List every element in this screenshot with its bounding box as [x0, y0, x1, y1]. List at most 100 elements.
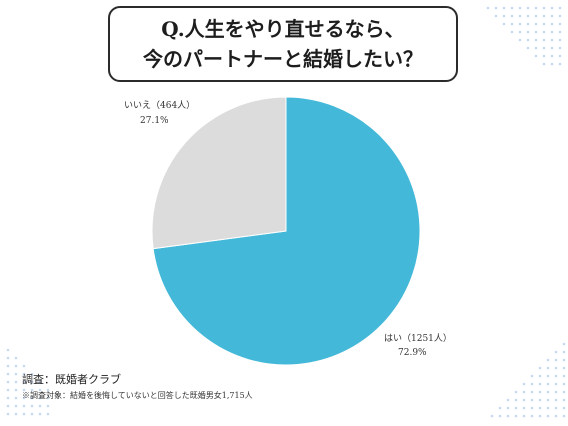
decor-dot	[6, 348, 10, 352]
decor-dot	[562, 358, 566, 362]
decor-dot	[518, 30, 522, 34]
pie-slice-no	[151, 96, 287, 250]
decor-dot	[522, 390, 526, 394]
decor-dot	[510, 6, 514, 10]
decor-dot	[514, 406, 518, 410]
decor-dot	[510, 14, 514, 18]
decor-dot	[558, 22, 562, 26]
decor-dot	[554, 406, 558, 410]
decor-dot	[6, 372, 10, 376]
decor-dot	[562, 366, 566, 370]
decor-dot	[562, 350, 566, 354]
decor-dot	[550, 30, 554, 34]
decor-dot	[558, 6, 562, 10]
decor-dot	[554, 398, 558, 402]
decor-dot	[510, 22, 514, 26]
decor-dot	[546, 406, 550, 410]
decor-dot	[526, 14, 530, 18]
decor-dot	[506, 406, 510, 410]
decor-dot	[6, 356, 10, 360]
decor-dot	[22, 372, 26, 376]
decor-dot	[546, 366, 550, 370]
decor-dot	[550, 38, 554, 42]
decor-dot	[550, 54, 554, 58]
decor-dot	[562, 342, 566, 346]
slice-percent-yes: 72.9%	[398, 348, 427, 358]
decor-dot	[30, 372, 34, 376]
decor-dot	[562, 414, 566, 418]
decor-dot	[22, 364, 26, 368]
decor-dot	[510, 30, 514, 34]
decor-dot	[14, 372, 18, 376]
title-line-2: 今のパートナーと結婚したい？	[143, 47, 423, 71]
decor-dot	[554, 358, 558, 362]
decor-dot	[46, 396, 50, 400]
slice-label-no: いいえ（464人）	[124, 100, 195, 111]
decor-dot	[14, 412, 18, 416]
decor-dot	[562, 398, 566, 402]
decor-dot	[542, 46, 546, 50]
decor-dot	[38, 412, 42, 416]
decor-dot	[538, 366, 542, 370]
decor-dot	[522, 406, 526, 410]
decor-dot	[22, 404, 26, 408]
decor-dot	[530, 382, 534, 386]
decor-dot	[554, 414, 558, 418]
decor-dot	[38, 404, 42, 408]
decor-dot	[554, 350, 558, 354]
decor-dot	[538, 414, 542, 418]
decor-dot	[526, 30, 530, 34]
decor-dot	[526, 22, 530, 26]
decor-dot	[550, 14, 554, 18]
decor-dot	[494, 14, 498, 18]
decor-dot	[30, 412, 34, 416]
decor-dot	[538, 398, 542, 402]
decor-dot	[534, 30, 538, 34]
decor-dot	[46, 412, 50, 416]
decor-dot	[534, 38, 538, 42]
decor-dot	[514, 398, 518, 402]
decor-dot	[486, 6, 490, 10]
decor-dot	[542, 14, 546, 18]
decor-dot	[534, 22, 538, 26]
decor-dot	[542, 54, 546, 58]
decor-dot	[522, 414, 526, 418]
decor-dot	[558, 14, 562, 18]
decor-dot	[530, 398, 534, 402]
decor-dot	[534, 46, 538, 50]
slice-label-yes: はい（1251人）	[384, 333, 452, 344]
decor-dot	[30, 388, 34, 392]
decor-dot	[6, 380, 10, 384]
decor-dot	[518, 14, 522, 18]
decor-dot	[6, 396, 10, 400]
decor-dot	[30, 396, 34, 400]
decor-dot	[22, 412, 26, 416]
decor-dot	[542, 38, 546, 42]
decor-dot	[526, 46, 530, 50]
decor-dot	[30, 404, 34, 408]
decor-dot	[494, 6, 498, 10]
decor-dot	[558, 46, 562, 50]
decor-dot	[530, 390, 534, 394]
decor-dot	[534, 14, 538, 18]
pie-slice-yes	[152, 96, 421, 366]
decor-dot	[562, 374, 566, 378]
decor-dot	[502, 22, 506, 26]
decor-dot	[546, 358, 550, 362]
decor-dot	[498, 406, 502, 410]
decor-dot	[518, 22, 522, 26]
decor-dot	[6, 412, 10, 416]
decor-dot	[562, 390, 566, 394]
decor-dot	[506, 398, 510, 402]
decor-dot	[46, 388, 50, 392]
decor-dot	[6, 364, 10, 368]
question-title-box: Q.人生をやり直せるなら、 今のパートナーと結婚したい？	[108, 6, 458, 82]
decor-dot	[6, 388, 10, 392]
decor-dot	[22, 380, 26, 384]
decor-dot	[14, 356, 18, 360]
decor-dot	[550, 46, 554, 50]
decor-dot	[522, 398, 526, 402]
decor-dot	[38, 388, 42, 392]
decor-dot	[554, 382, 558, 386]
